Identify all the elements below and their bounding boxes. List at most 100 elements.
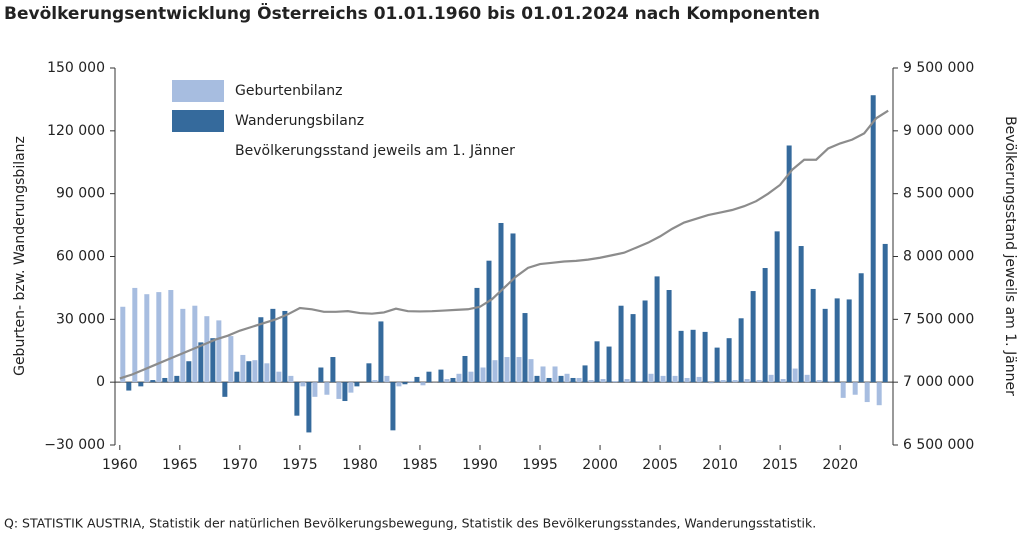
bar bbox=[384, 375, 390, 383]
x-tick-label: 1990 bbox=[462, 457, 498, 473]
y2-tick-label: 9 000 000 bbox=[903, 123, 974, 139]
legend-box bbox=[160, 72, 560, 172]
bar bbox=[618, 305, 624, 383]
bar bbox=[390, 382, 396, 431]
bar bbox=[276, 371, 282, 383]
bar bbox=[528, 359, 534, 383]
bar bbox=[798, 246, 804, 383]
bar bbox=[690, 329, 696, 383]
bar bbox=[270, 308, 276, 383]
bar bbox=[666, 290, 672, 383]
bar bbox=[576, 377, 582, 383]
bar bbox=[318, 367, 324, 383]
bar bbox=[552, 366, 558, 383]
population-line bbox=[119, 109, 889, 380]
bar bbox=[168, 290, 174, 383]
legend-label: Bevölkerungsstand jeweils am 1. Jänner bbox=[235, 143, 515, 159]
bar bbox=[120, 306, 126, 383]
y2-tick-label: 8 000 000 bbox=[903, 249, 974, 265]
bar bbox=[354, 382, 360, 387]
bar bbox=[216, 320, 222, 383]
bar bbox=[582, 365, 588, 383]
bar bbox=[408, 381, 414, 383]
x-tick-label: 2000 bbox=[582, 457, 618, 473]
bar bbox=[864, 382, 870, 403]
bar bbox=[846, 299, 852, 383]
bar bbox=[150, 380, 156, 383]
bar bbox=[828, 381, 834, 383]
bar bbox=[564, 373, 570, 383]
bar bbox=[498, 222, 504, 383]
bar bbox=[714, 347, 720, 383]
y2-tick-label: 7 000 000 bbox=[903, 374, 974, 390]
bar bbox=[300, 382, 306, 387]
bar bbox=[684, 377, 690, 383]
bar bbox=[138, 382, 144, 387]
bar bbox=[642, 300, 648, 383]
y-tick-label: 120 000 bbox=[47, 123, 105, 139]
bar bbox=[840, 382, 846, 398]
bar bbox=[294, 382, 300, 416]
bar bbox=[378, 321, 384, 383]
bar bbox=[468, 371, 474, 383]
bar bbox=[474, 287, 480, 383]
bar bbox=[720, 380, 726, 383]
bar bbox=[456, 373, 462, 383]
bar bbox=[612, 381, 618, 383]
y2-tick-label: 8 500 000 bbox=[903, 186, 974, 202]
bar bbox=[186, 361, 192, 383]
bar bbox=[438, 369, 444, 383]
bar bbox=[516, 357, 522, 383]
bar bbox=[330, 357, 336, 383]
y-tick-label: −30 000 bbox=[44, 437, 105, 453]
bar bbox=[882, 243, 888, 383]
bar bbox=[600, 379, 606, 383]
bar bbox=[804, 374, 810, 383]
bar bbox=[594, 341, 600, 383]
bar bbox=[810, 288, 816, 383]
x-tick-label: 1995 bbox=[522, 457, 558, 473]
bar bbox=[414, 376, 420, 383]
x-tick-label: 2015 bbox=[762, 457, 798, 473]
bar bbox=[126, 382, 132, 391]
bar bbox=[540, 366, 546, 383]
bar bbox=[264, 363, 270, 383]
bar bbox=[546, 377, 552, 383]
x-tick-label: 1970 bbox=[222, 457, 258, 473]
bar bbox=[558, 375, 564, 383]
bar bbox=[462, 355, 468, 383]
bar bbox=[672, 375, 678, 383]
y2-axis-label: Bevölkerungsstand jeweils am 1. Jänner bbox=[1002, 116, 1018, 396]
bar bbox=[792, 368, 798, 383]
bar bbox=[396, 382, 402, 387]
legend-label: Geburtenbilanz bbox=[235, 83, 342, 99]
chart-title: Bevölkerungsentwicklung Österreichs 01.0… bbox=[4, 2, 820, 24]
bar bbox=[402, 382, 408, 385]
bar bbox=[210, 338, 216, 383]
bar bbox=[372, 380, 378, 383]
y-tick-label: 90 000 bbox=[56, 186, 105, 202]
bar bbox=[756, 380, 762, 383]
bar bbox=[504, 357, 510, 383]
x-tick-label: 1980 bbox=[342, 457, 378, 473]
bar bbox=[342, 382, 348, 402]
bar bbox=[852, 382, 858, 395]
bar bbox=[336, 382, 342, 399]
x-tick-label: 1975 bbox=[282, 457, 318, 473]
y-tick-label: 30 000 bbox=[56, 311, 105, 327]
bar bbox=[486, 260, 492, 383]
bar bbox=[750, 291, 756, 383]
bar bbox=[834, 298, 840, 383]
bar bbox=[696, 376, 702, 383]
bar bbox=[858, 273, 864, 383]
x-tick-label: 1985 bbox=[402, 457, 438, 473]
bar bbox=[258, 317, 264, 383]
bar bbox=[732, 380, 738, 383]
bar bbox=[444, 379, 450, 383]
bar bbox=[870, 95, 876, 383]
bar bbox=[324, 382, 330, 395]
x-tick-label: 1965 bbox=[162, 457, 198, 473]
bar bbox=[522, 313, 528, 383]
bar bbox=[252, 360, 258, 383]
x-tick-label: 2005 bbox=[642, 457, 678, 473]
